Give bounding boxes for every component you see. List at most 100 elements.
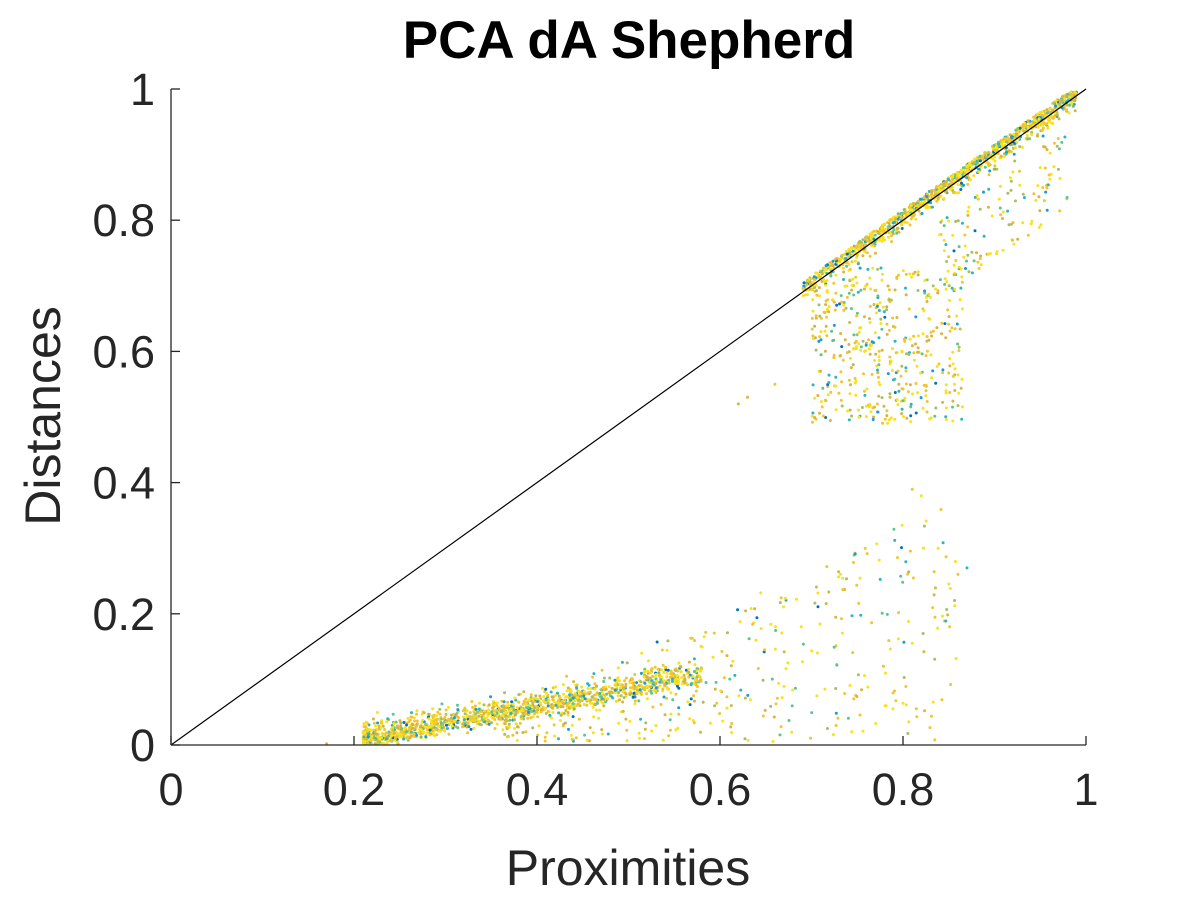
scatter-point	[442, 720, 446, 724]
scatter-point	[919, 197, 923, 201]
scatter-point	[840, 253, 844, 257]
scatter-point	[910, 208, 914, 212]
scatter-point	[699, 666, 703, 670]
scatter-point	[453, 719, 456, 723]
scatter-point	[895, 277, 899, 280]
scatter-point	[478, 722, 482, 726]
scatter-point	[923, 279, 927, 282]
scatter-point	[943, 277, 947, 281]
scatter-point	[619, 694, 623, 698]
scatter-point	[956, 183, 960, 187]
scatter-point	[925, 195, 929, 199]
scatter-point	[823, 687, 827, 691]
scatter-point	[960, 417, 964, 421]
scatter-point	[427, 717, 431, 721]
scatter-point	[402, 721, 406, 724]
scatter-point	[847, 291, 851, 295]
scatter-point	[933, 188, 937, 192]
scatter-point	[552, 723, 556, 727]
scatter-point	[660, 648, 664, 652]
scatter-point	[909, 420, 913, 424]
scatter-point	[948, 391, 952, 394]
scatter-point	[676, 669, 680, 673]
scatter-point	[843, 338, 847, 342]
scatter-point	[881, 272, 884, 276]
scatter-point	[811, 309, 815, 313]
scatter-point	[848, 392, 852, 396]
scatter-point	[929, 330, 933, 334]
scatter-point	[922, 524, 926, 528]
scatter-point	[886, 372, 890, 376]
scatter-point	[874, 722, 878, 725]
scatter-point	[1046, 111, 1050, 115]
scatter-point	[887, 298, 891, 302]
scatter-point	[878, 383, 882, 387]
scatter-point	[677, 706, 681, 710]
scatter-point	[677, 680, 681, 683]
scatter-point	[651, 674, 655, 678]
scatter-point	[1038, 209, 1042, 213]
scatter-point	[1069, 90, 1073, 94]
scatter-point	[435, 733, 439, 737]
scatter-point	[571, 696, 575, 700]
scatter-point	[502, 707, 506, 711]
scatter-point	[852, 333, 856, 337]
scatter-point	[1009, 179, 1013, 183]
scatter-point	[431, 731, 435, 735]
scatter-point	[844, 257, 848, 260]
scatter-point	[1036, 134, 1039, 138]
scatter-point	[859, 345, 863, 349]
scatter-point	[857, 342, 861, 346]
scatter-point	[908, 337, 912, 341]
scatter-point	[883, 315, 887, 319]
scatter-point	[773, 625, 777, 629]
scatter-point	[819, 330, 823, 334]
scatter-point	[515, 706, 519, 710]
scatter-point	[871, 406, 875, 410]
scatter-point	[927, 292, 931, 296]
scatter-point	[872, 415, 875, 419]
scatter-point	[362, 722, 366, 726]
scatter-point	[825, 565, 829, 569]
scatter-point	[511, 702, 515, 706]
scatter-point	[396, 740, 400, 744]
scatter-point	[586, 687, 590, 690]
scatter-point	[941, 614, 944, 618]
scatter-point	[900, 412, 904, 416]
scatter-point	[928, 726, 932, 730]
scatter-point	[495, 722, 499, 726]
scatter-point	[814, 585, 818, 589]
scatter-point	[842, 308, 846, 312]
scatter-point	[845, 284, 849, 288]
scatter-point	[424, 722, 428, 726]
scatter-point	[779, 725, 783, 729]
scatter-point	[617, 721, 621, 725]
scatter-point	[647, 659, 650, 663]
scatter-point	[919, 494, 923, 498]
scatter-point	[670, 679, 674, 683]
scatter-point	[562, 692, 566, 696]
scatter-point	[643, 681, 647, 685]
scatter-point	[876, 410, 880, 414]
scatter-point	[889, 416, 893, 420]
scatter-point	[666, 668, 670, 672]
scatter-point	[942, 238, 946, 242]
scatter-point	[1055, 144, 1059, 148]
scatter-point	[1001, 217, 1004, 220]
scatter-point	[842, 301, 846, 304]
scatter-point	[729, 664, 733, 668]
scatter-point	[782, 650, 786, 654]
scatter-point	[725, 706, 729, 710]
scatter-point	[874, 311, 878, 315]
scatter-point	[586, 691, 590, 695]
scatter-point	[497, 715, 501, 719]
scatter-point	[502, 705, 506, 709]
scatter-point	[412, 732, 416, 736]
scatter-point	[1045, 186, 1049, 190]
scatter-point	[701, 700, 705, 704]
scatter-point	[900, 364, 904, 368]
scatter-point	[602, 676, 606, 680]
scatter-point	[1060, 140, 1064, 144]
scatter-point	[905, 221, 909, 225]
scatter-point	[380, 721, 383, 724]
